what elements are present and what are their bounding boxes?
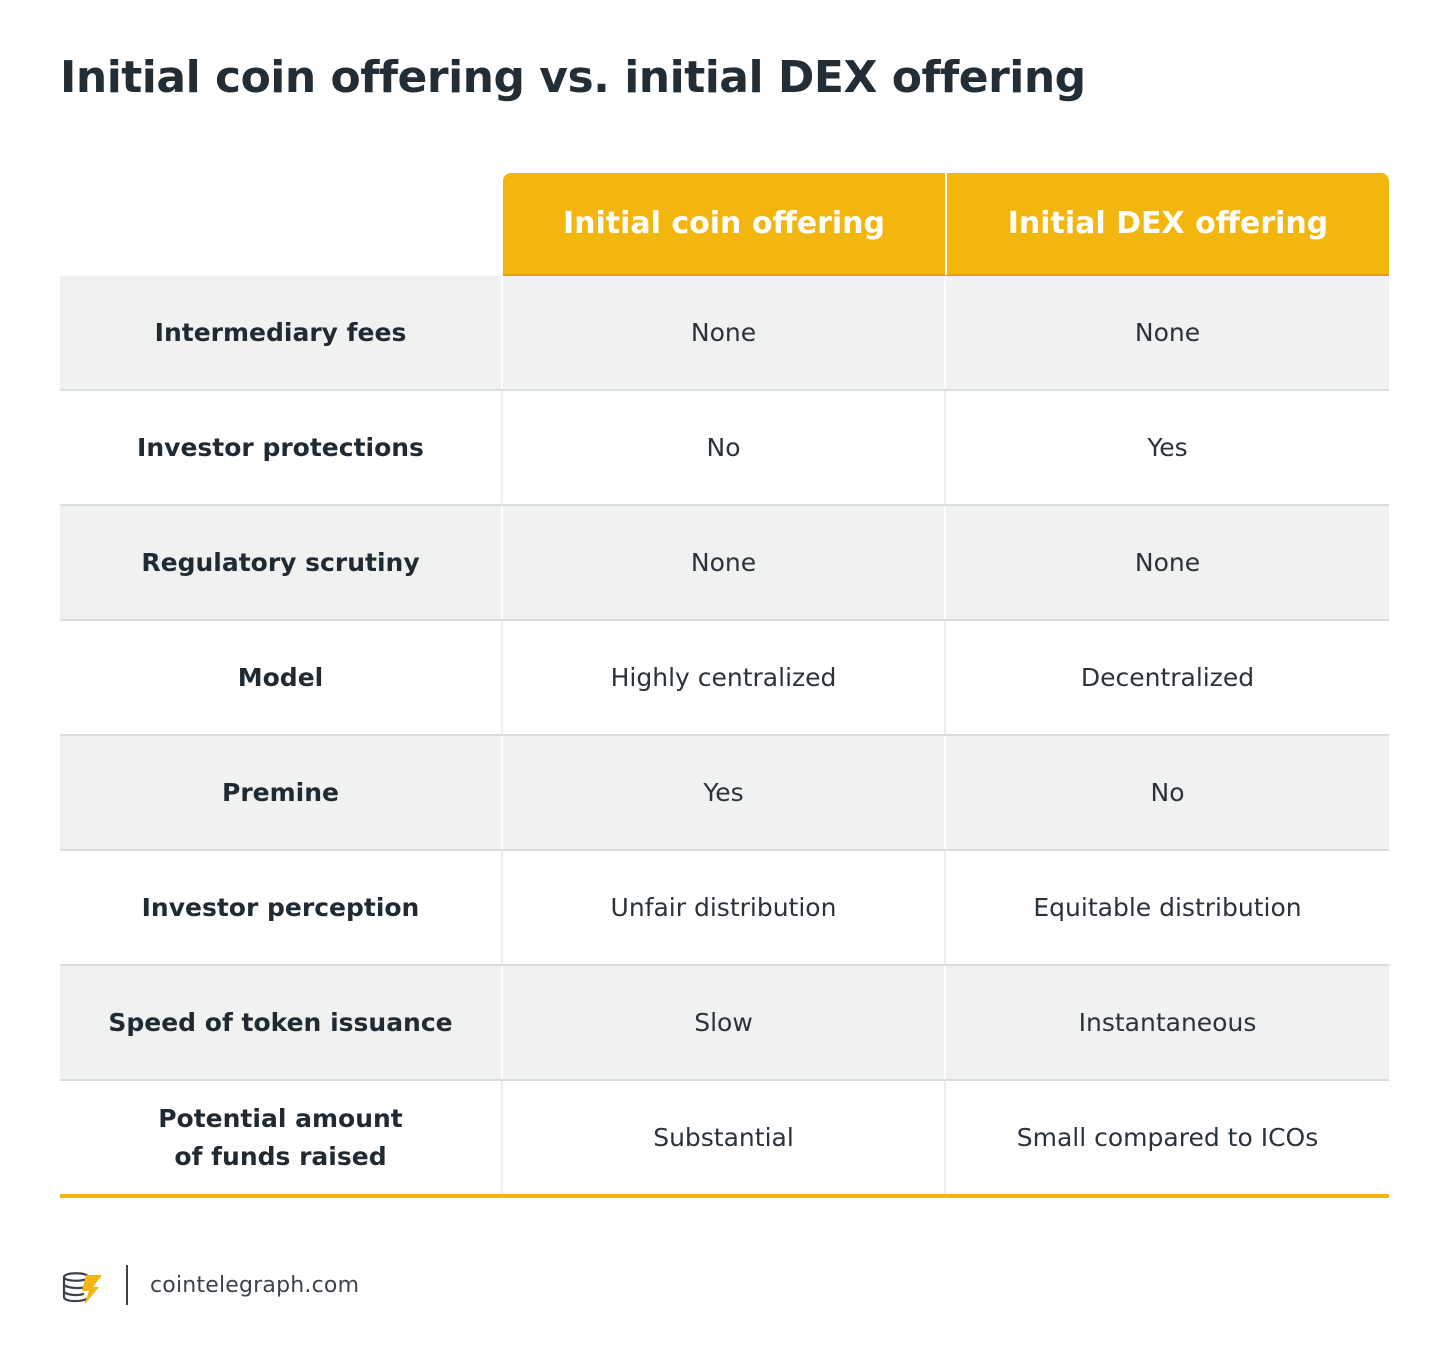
column-header-ido: Initial DEX offering: [946, 173, 1389, 276]
table-row: Model Highly centralized Decentralized: [60, 621, 1389, 736]
row-label: Regulatory scrutiny: [60, 506, 503, 619]
table-row: Speed of token issuance Slow Instantaneo…: [60, 966, 1389, 1081]
column-header-ico: Initial coin offering: [503, 173, 946, 276]
row-label: Investor perception: [60, 851, 503, 964]
ido-value: Small compared to ICOs: [1016, 1122, 1319, 1152]
footer: cointelegraph.com: [60, 1263, 359, 1307]
ido-value: No: [1150, 777, 1185, 807]
row-label: Investor protections: [60, 391, 503, 504]
table-row: Intermediary fees None None: [60, 276, 1389, 391]
table-row: Regulatory scrutiny None None: [60, 506, 1389, 621]
table-row: Investor protections No Yes: [60, 391, 1389, 506]
ico-value: Substantial: [503, 1081, 946, 1194]
header-empty-cell: [60, 173, 503, 276]
footer-divider: [126, 1265, 128, 1305]
row-label: Premine: [60, 736, 503, 849]
row-label: Intermediary fees: [60, 276, 503, 389]
ido-value: None: [1134, 317, 1201, 347]
row-label: Model: [60, 621, 503, 734]
ido-value: Yes: [1147, 432, 1188, 462]
ico-value: Highly centralized: [503, 621, 946, 734]
ido-value: Equitable distribution: [1033, 892, 1302, 922]
row-label: Potential amount of funds raised: [60, 1081, 503, 1194]
ico-value: None: [503, 506, 946, 619]
ico-value: No: [503, 391, 946, 504]
footer-site-link[interactable]: cointelegraph.com: [150, 1272, 360, 1298]
ido-value: Instantaneous: [1078, 1007, 1257, 1037]
ico-value: Unfair distribution: [503, 851, 946, 964]
table-row: Investor perception Unfair distribution …: [60, 851, 1389, 966]
ico-value: Yes: [503, 736, 946, 849]
page-title: Initial coin offering vs. initial DEX of…: [60, 52, 1086, 103]
table-row: Premine Yes No: [60, 736, 1389, 851]
ico-value: None: [503, 276, 946, 389]
ido-value: Decentralized: [1080, 662, 1255, 692]
comparison-table: Initial coin offering Initial DEX offeri…: [60, 173, 1389, 1198]
ico-value: Slow: [503, 966, 946, 1079]
cointelegraph-logo-icon[interactable]: [60, 1263, 104, 1307]
ido-value: None: [1134, 547, 1201, 577]
row-label: Speed of token issuance: [60, 966, 503, 1079]
table-row: Potential amount of funds raised Substan…: [60, 1081, 1389, 1198]
table-header-row: Initial coin offering Initial DEX offeri…: [60, 173, 1389, 276]
